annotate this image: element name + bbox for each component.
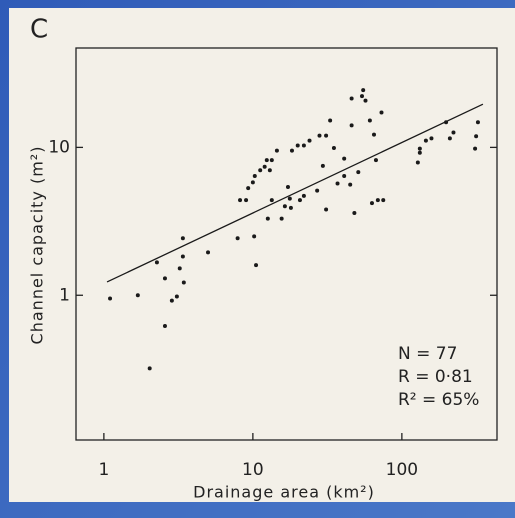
data-point [162, 323, 167, 328]
y-tick-label: 10 [48, 137, 70, 157]
data-point [177, 266, 182, 271]
data-point [235, 236, 240, 241]
data-point [289, 148, 294, 153]
x-tick-label: 1 [98, 460, 109, 480]
data-point [267, 168, 272, 173]
data-point [375, 198, 380, 203]
data-point [331, 146, 336, 151]
data-point [269, 198, 274, 203]
data-point [324, 133, 329, 138]
fit-line [106, 103, 484, 283]
data-point [348, 182, 353, 187]
annotation: R = 0·81 [398, 367, 473, 387]
data-point [262, 164, 267, 169]
data-point [301, 193, 306, 198]
y-axis-label: Channel capacity (m²) [28, 146, 47, 345]
data-point [258, 168, 263, 173]
data-point [317, 133, 322, 138]
data-point [162, 276, 167, 281]
data-point [285, 184, 290, 189]
data-point [447, 136, 452, 141]
annotation: R² = 65% [398, 390, 479, 410]
data-point [244, 198, 249, 203]
data-point [373, 158, 378, 163]
data-point [324, 207, 329, 212]
data-point [154, 260, 159, 265]
data-point [415, 160, 420, 165]
data-point [474, 134, 479, 139]
data-point [174, 294, 179, 299]
data-point [246, 186, 251, 191]
plot-frame [75, 47, 498, 441]
data-point [108, 296, 113, 301]
data-point [352, 210, 357, 215]
data-point [429, 136, 434, 141]
data-point [169, 298, 174, 303]
y-tick-label: 1 [59, 285, 70, 305]
x-tick-label: 10 [242, 460, 264, 480]
data-point [359, 94, 364, 99]
data-point [349, 123, 354, 128]
data-point [369, 201, 374, 206]
data-point [288, 205, 293, 210]
data-point [147, 366, 152, 371]
data-point [315, 188, 320, 193]
x-axis-label: Drainage area (km²) [193, 483, 375, 502]
data-point [475, 120, 480, 125]
data-point [181, 280, 186, 285]
data-point [279, 216, 284, 221]
data-point [250, 180, 255, 185]
data-point [282, 204, 287, 209]
data-point [135, 293, 140, 298]
annotation: N = 77 [398, 344, 457, 364]
paper [9, 8, 515, 502]
data-point [328, 118, 333, 123]
data-point [274, 148, 279, 153]
data-point [206, 250, 211, 255]
data-point [361, 88, 366, 93]
data-point [252, 234, 257, 239]
data-point [363, 98, 368, 103]
data-point [301, 143, 306, 148]
data-point [473, 146, 478, 151]
data-point [320, 163, 325, 168]
data-point [287, 196, 292, 201]
data-point [269, 158, 274, 163]
data-point [180, 236, 185, 241]
data-point [297, 198, 302, 203]
x-tick-label: 100 [386, 460, 418, 480]
data-point [180, 254, 185, 259]
data-point [335, 181, 340, 186]
data-point [252, 174, 257, 179]
data-point [423, 138, 428, 143]
panel-label: C [30, 15, 48, 45]
data-point [342, 174, 347, 179]
data-point [356, 170, 361, 175]
data-point [417, 150, 422, 155]
data-point [379, 110, 384, 115]
data-point [342, 156, 347, 161]
data-point [295, 143, 300, 148]
data-point [254, 263, 259, 268]
data-point [417, 146, 422, 151]
data-point [381, 198, 386, 203]
data-point [265, 216, 270, 221]
data-point [451, 130, 456, 135]
data-point [349, 96, 354, 101]
data-point [367, 118, 372, 123]
data-point [307, 138, 312, 143]
data-point [264, 158, 269, 163]
data-point [371, 132, 376, 137]
data-point [238, 198, 243, 203]
